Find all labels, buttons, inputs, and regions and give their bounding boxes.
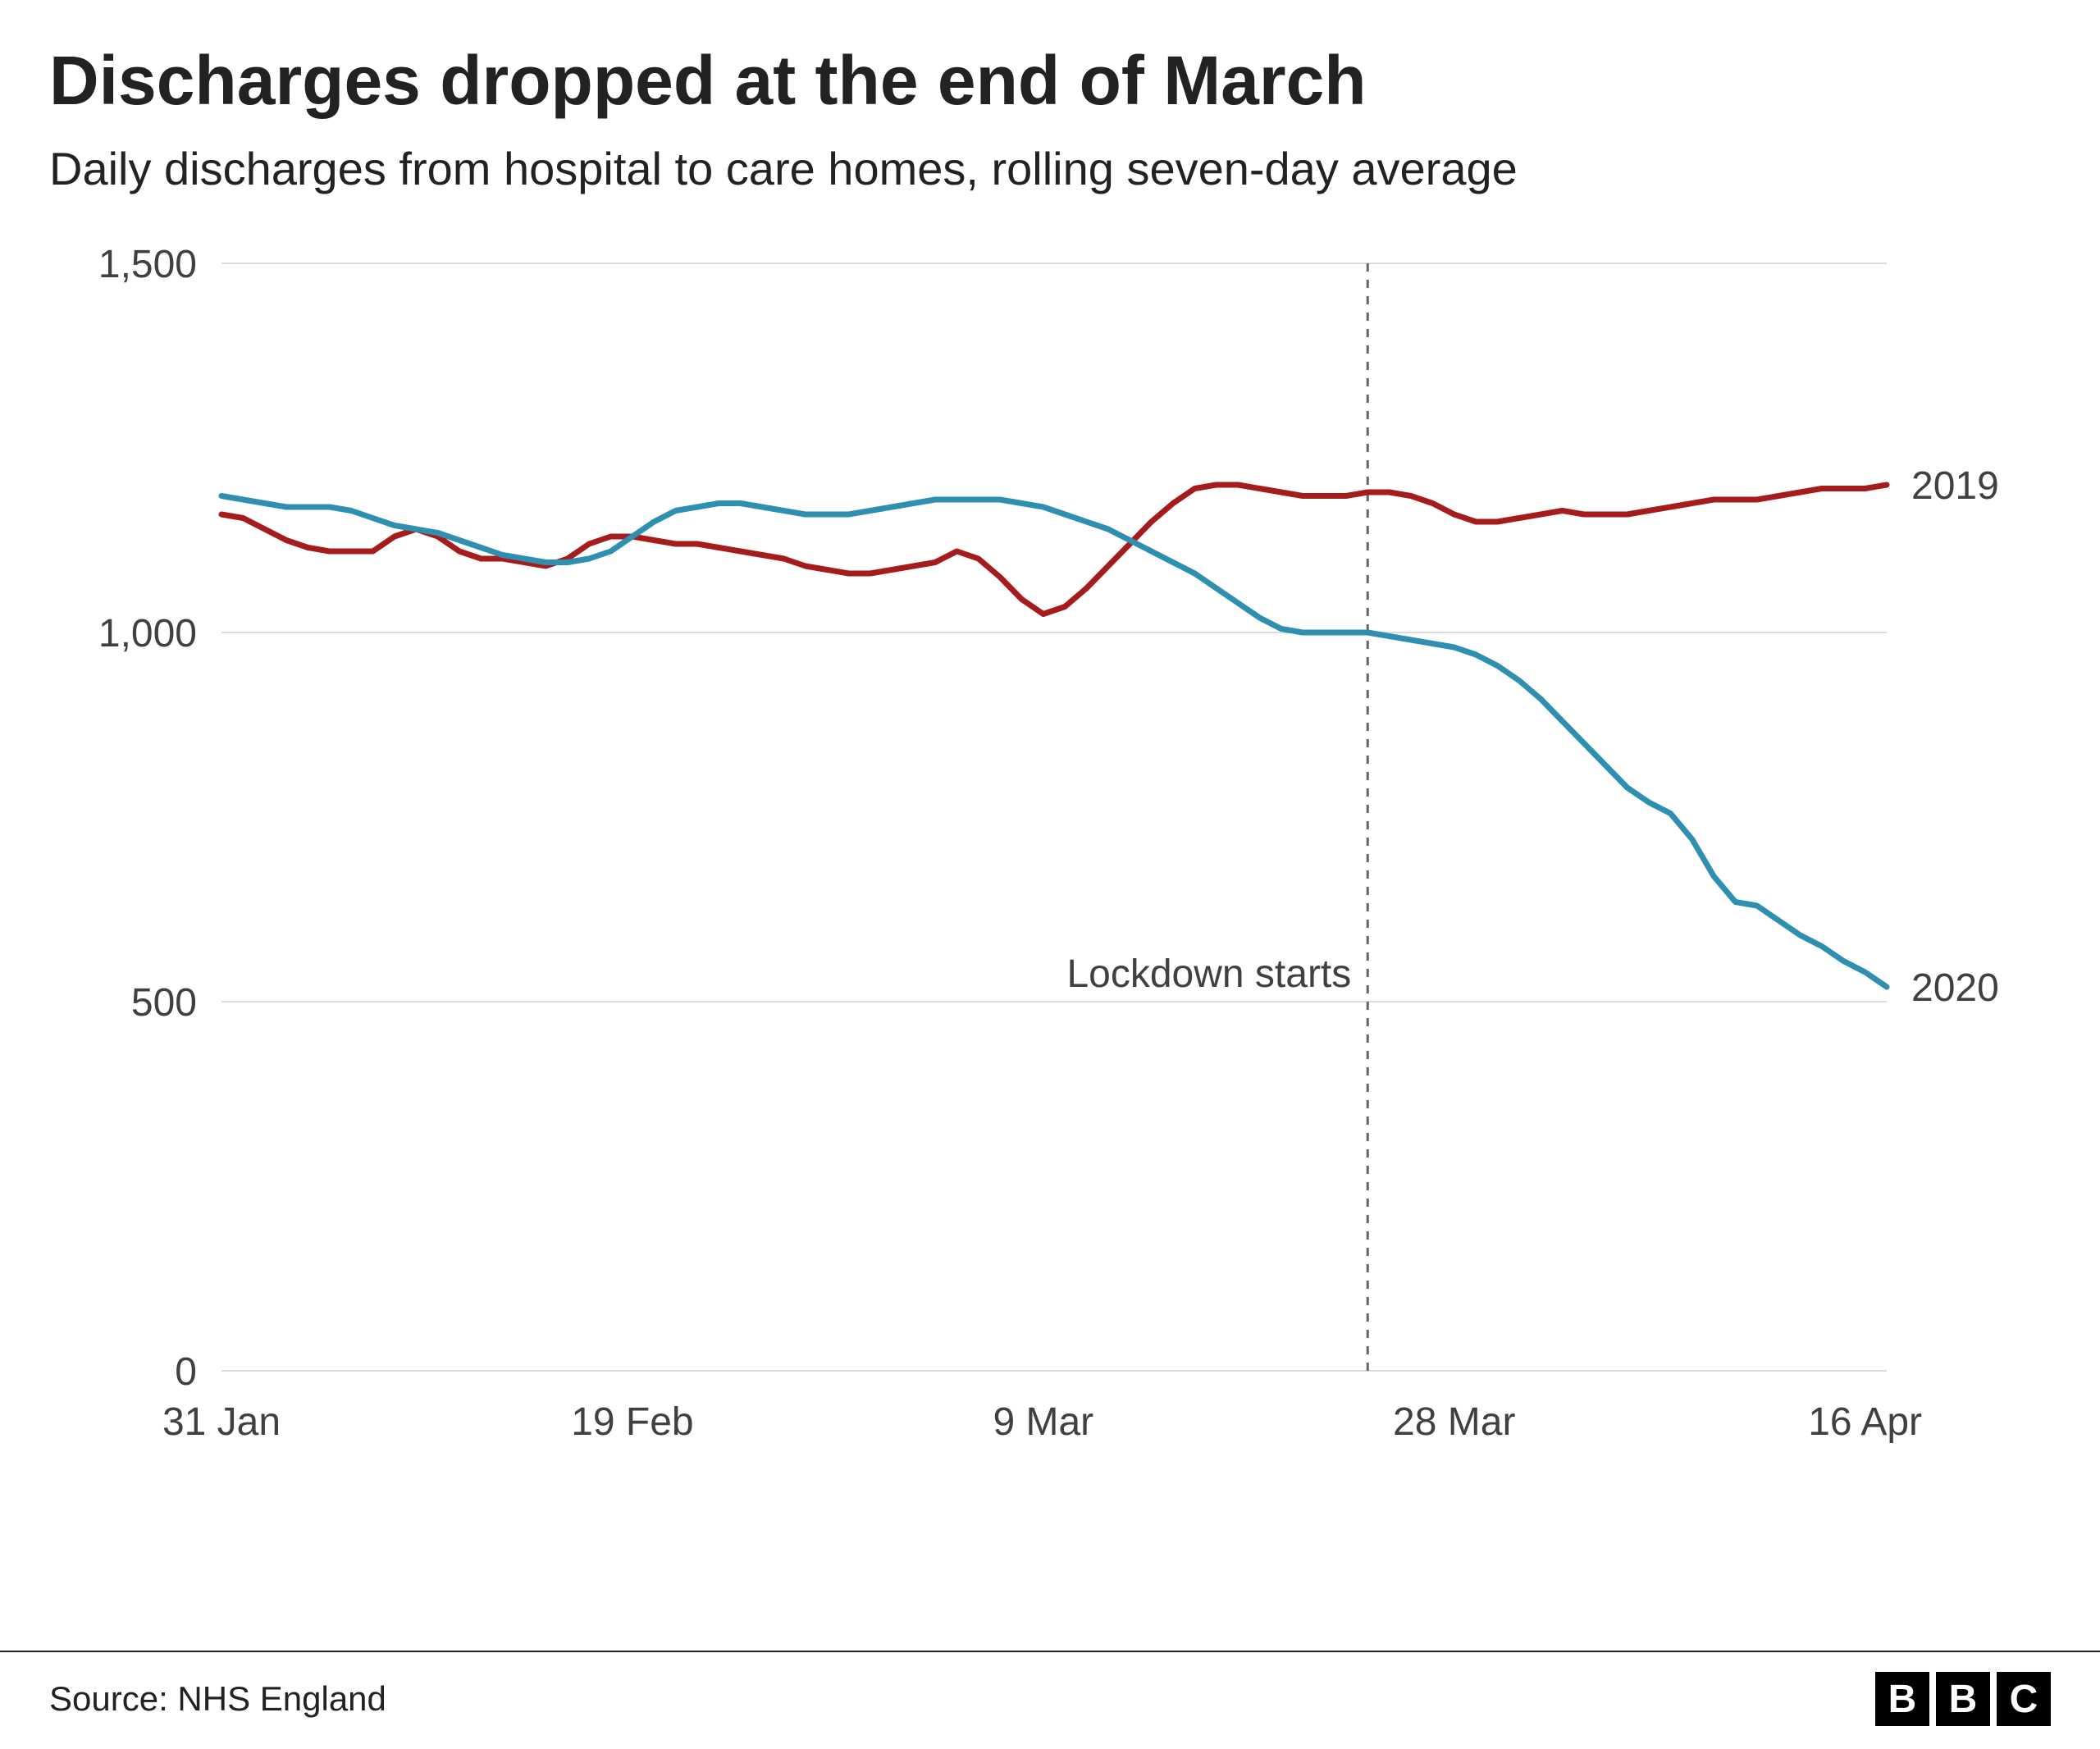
svg-text:1,500: 1,500 [98,242,197,285]
bbc-letter-c: C [1997,1672,2051,1726]
chart-title: Discharges dropped at the end of March [49,41,2051,121]
footer: Source: NHS England BBC [0,1651,2100,1749]
svg-text:19 Feb: 19 Feb [571,1400,693,1444]
svg-text:28 Mar: 28 Mar [1393,1400,1515,1444]
svg-text:1,000: 1,000 [98,611,197,655]
bbc-letter-b: B [1936,1672,1990,1726]
bbc-letter-b: B [1875,1672,1929,1726]
svg-text:2019: 2019 [1911,464,1999,507]
chart-subtitle: Daily discharges from hospital to care h… [49,140,2051,198]
line-chart-svg: 0 500 1,000 1,500 31 Jan 19 Feb 9 Mar 28 Mar 16 … [49,231,2051,1510]
svg-text:9 Mar: 9 Mar [993,1400,1093,1444]
svg-text:500: 500 [131,980,197,1024]
svg-text:0: 0 [175,1349,197,1393]
svg-text:Lockdown starts: Lockdown starts [1066,952,1351,996]
chart-area: 0 500 1,000 1,500 31 Jan 19 Feb 9 Mar 28 Mar 16 … [49,231,2051,1510]
source-text: Source: NHS England [49,1679,386,1719]
svg-text:16 Apr: 16 Apr [1808,1400,1922,1444]
bbc-logo: BBC [1875,1672,2051,1726]
svg-text:31 Jan: 31 Jan [162,1400,281,1444]
svg-text:2020: 2020 [1911,966,1999,1009]
chart-container: Discharges dropped at the end of March D… [0,0,2100,1749]
